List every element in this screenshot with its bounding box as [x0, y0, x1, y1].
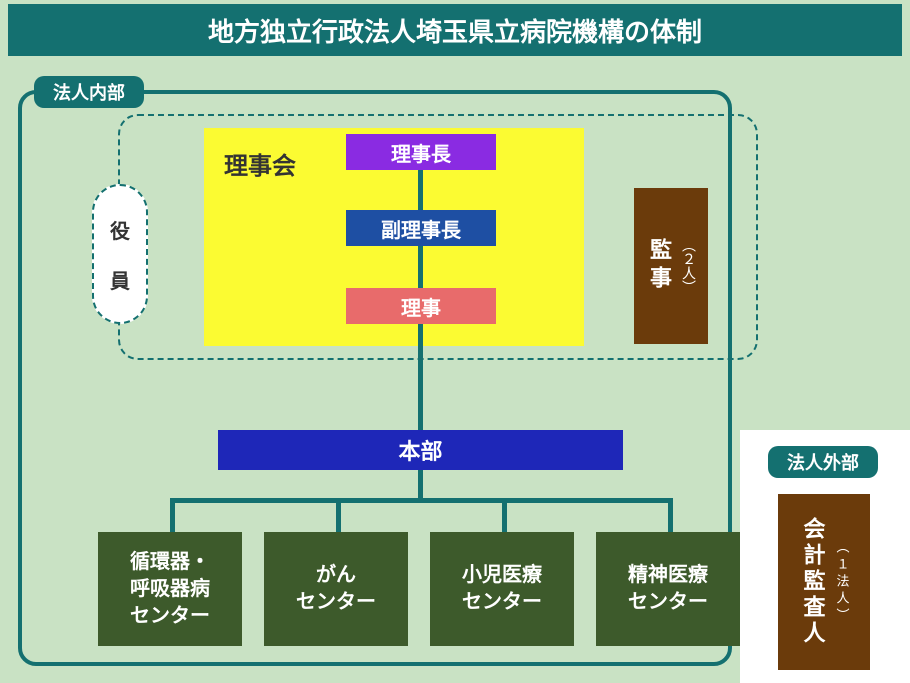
hq-box: 本部 [218, 430, 623, 470]
external-label: 法人外部 [768, 446, 878, 478]
connector-v [418, 246, 423, 288]
center-c3: 小児医療 センター [430, 532, 574, 646]
auditor-main: 監事 [643, 238, 675, 294]
center-c1: 循環器・ 呼吸器病 センター [98, 532, 242, 646]
internal-label-text: 法人内部 [53, 79, 125, 105]
connector-v [502, 500, 507, 532]
auditor-sub: （２人） [679, 238, 699, 294]
connector-v [418, 470, 423, 500]
connector-v [418, 324, 423, 430]
external-label-text: 法人外部 [787, 449, 859, 475]
internal-label: 法人内部 [34, 76, 144, 108]
role-director: 理事 [346, 288, 496, 324]
officers-label-char-0: 役 [110, 215, 130, 244]
accountant-main: 会計監査人 [797, 517, 829, 647]
role-vice: 副理事長 [346, 210, 496, 246]
hq-text: 本部 [398, 434, 442, 466]
role-chairman: 理事長 [346, 134, 496, 170]
connector-v [336, 500, 341, 532]
connector-v [170, 500, 175, 532]
center-c4: 精神医療 センター [596, 532, 740, 646]
officers-label-pill: 役 員 [92, 184, 148, 324]
accountant-sub: （１法人） [833, 540, 852, 625]
connector-h [170, 498, 673, 503]
board-title: 理事会 [224, 146, 296, 181]
page-title-text: 地方独立行政法人埼玉県立病院機構の体制 [208, 12, 702, 49]
accountant-box: 会計監査人 （１法人） [778, 494, 870, 670]
board-title-text: 理事会 [224, 153, 296, 180]
center-c2: がん センター [264, 532, 408, 646]
auditor-box: 監事 （２人） [634, 188, 708, 344]
connector-v [418, 170, 423, 210]
officers-label-char-1: 員 [110, 265, 130, 294]
connector-v [668, 500, 673, 532]
page-title: 地方独立行政法人埼玉県立病院機構の体制 [8, 4, 902, 56]
